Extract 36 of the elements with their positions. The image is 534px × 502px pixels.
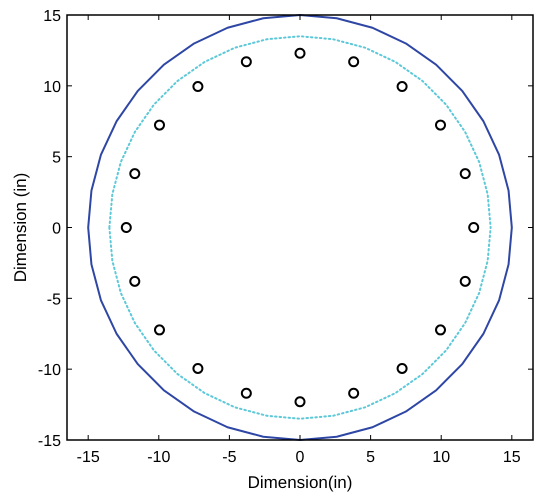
y-tick-label: 10 xyxy=(43,78,62,96)
y-axis-title: Dimension (in) xyxy=(11,172,30,282)
point xyxy=(294,48,306,59)
point xyxy=(129,168,140,180)
point xyxy=(348,388,360,399)
x-tick-label: 5 xyxy=(366,449,376,466)
point xyxy=(129,276,140,287)
y-tick-label: 0 xyxy=(52,220,62,238)
x-tick-label: -5 xyxy=(222,449,237,466)
point xyxy=(396,362,408,374)
point xyxy=(435,120,446,131)
point xyxy=(120,222,132,233)
x-tick-label: 0 xyxy=(296,449,305,466)
point xyxy=(435,324,446,336)
point xyxy=(348,56,360,68)
point xyxy=(192,81,204,92)
y-tick-label: -15 xyxy=(38,433,62,450)
point xyxy=(240,56,252,68)
x-tick-label: 10 xyxy=(432,449,450,466)
y-tick-label: -5 xyxy=(46,291,62,308)
point xyxy=(396,81,408,92)
y-tick-label: -10 xyxy=(38,362,62,380)
y-tick-label: 5 xyxy=(52,150,62,167)
y-tick-label: 15 xyxy=(43,8,62,25)
x-tick-label: -10 xyxy=(147,449,170,466)
point xyxy=(468,222,480,233)
point xyxy=(192,362,204,374)
point xyxy=(154,120,165,131)
point xyxy=(460,168,471,180)
point xyxy=(460,276,471,287)
x-tick-label: 15 xyxy=(502,449,521,466)
x-axis-title: Dimension(in) xyxy=(248,473,352,492)
point xyxy=(294,396,306,408)
x-tick-label: -15 xyxy=(76,449,100,466)
point xyxy=(154,324,165,336)
point xyxy=(240,388,252,399)
